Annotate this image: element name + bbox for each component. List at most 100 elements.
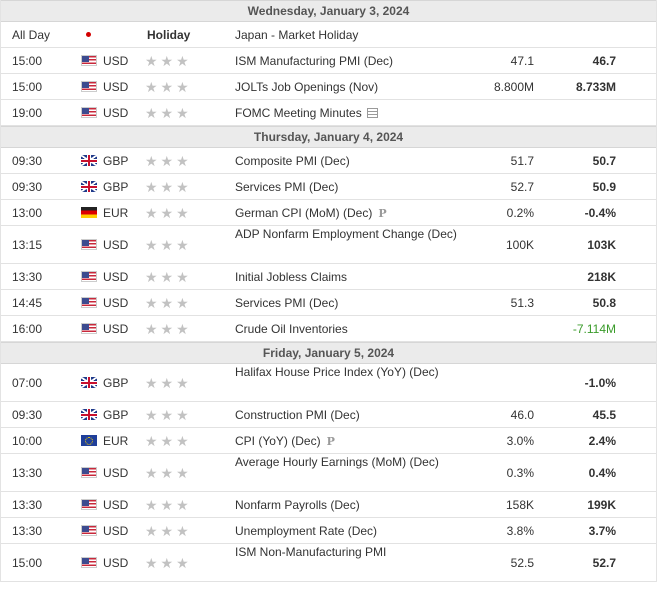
event-name[interactable]: ADP Nonfarm Employment Change (Dec)	[235, 225, 475, 244]
eu-flag-icon	[81, 435, 97, 446]
event-time: 15:00	[12, 53, 43, 68]
event-row[interactable]: 07:00 GBP ★★★ Halifax House Price Index (Yo…	[1, 364, 656, 402]
importance-stars-icon: ★★★	[145, 294, 192, 311]
event-name[interactable]: Average Hourly Earnings (MoM) (Dec)	[235, 453, 475, 472]
event-name[interactable]: Nonfarm Payrolls (Dec)	[235, 496, 475, 515]
event-name[interactable]: German CPI (MoM) (Dec) P	[235, 204, 475, 223]
actual-value: 51.7	[510, 153, 534, 168]
event-row[interactable]: 19:00 USD ★★★ FOMC Meeting Minutes	[1, 100, 656, 126]
importance-stars-icon: ★★★	[145, 52, 192, 69]
event-time: All Day	[12, 27, 51, 42]
event-name[interactable]: ISM Non-Manufacturing PMI	[235, 543, 475, 562]
actual-value: 0.2%	[506, 205, 534, 220]
event-row[interactable]: 15:00 USD ★★★ ISM Manufacturing PMI (Dec) 47…	[1, 48, 656, 74]
currency-code: USD	[103, 53, 129, 68]
importance-stars-icon: ★★★	[145, 374, 192, 391]
document-icon[interactable]	[366, 108, 378, 119]
event-name[interactable]: Unemployment Rate (Dec)	[235, 522, 475, 541]
event-time: 13:15	[12, 237, 43, 252]
event-time: 09:30	[12, 179, 43, 194]
us-flag-icon	[81, 323, 97, 334]
holiday-label: Holiday	[147, 27, 191, 42]
event-name-text: Average Hourly Earnings (MoM) (Dec)	[235, 455, 439, 469]
event-name[interactable]: Composite PMI (Dec)	[235, 152, 475, 171]
actual-value: 3.0%	[506, 433, 534, 448]
event-row[interactable]: 13:30 USD ★★★ Unemployment Rate (Dec) 3.8% 3.…	[1, 518, 656, 544]
event-row[interactable]: 13:15 USD ★★★ ADP Nonfarm Employment Change…	[1, 226, 656, 264]
us-flag-icon	[81, 467, 97, 478]
event-name-text: Initial Jobless Claims	[235, 269, 348, 284]
us-flag-icon	[81, 239, 97, 250]
event-row[interactable]: 15:00 USD ★★★ ISM Non-Manufacturing PMI 52.5…	[1, 544, 656, 582]
importance-stars-icon: ★★★	[145, 554, 192, 571]
event-row[interactable]: 10:00 EUR ★★★ CPI (YoY) (Dec) P 3.0% 2.4%	[1, 428, 656, 454]
jp-flag-icon	[81, 29, 97, 40]
currency-code: USD	[103, 523, 129, 538]
currency-code: GBP	[103, 375, 129, 390]
currency-code: GBP	[103, 179, 129, 194]
importance-stars-icon: ★★★	[145, 464, 192, 481]
day-header: Friday, January 5, 2024	[1, 342, 656, 364]
event-row[interactable]: All Day Holiday Japan - Market Holiday	[1, 22, 656, 48]
event-name-text: Composite PMI (Dec)	[235, 153, 350, 168]
event-name[interactable]: ISM Manufacturing PMI (Dec)	[235, 52, 475, 71]
actual-value: 0.3%	[506, 465, 534, 480]
us-flag-icon	[81, 55, 97, 66]
currency-code: USD	[103, 497, 129, 512]
event-name[interactable]: Halifax House Price Index (YoY) (Dec)	[235, 363, 475, 382]
actual-value: 3.8%	[506, 523, 534, 538]
event-name-text: Halifax House Price Index (YoY) (Dec)	[235, 365, 439, 379]
importance-stars-icon: ★★★	[145, 178, 192, 195]
event-name-text: Crude Oil Inventories	[235, 321, 348, 336]
currency-code: USD	[103, 79, 129, 94]
actual-value: 47.1	[510, 53, 534, 68]
gb-flag-icon	[81, 155, 97, 166]
currency-code: USD	[103, 237, 129, 252]
event-name[interactable]: JOLTs Job Openings (Nov)	[235, 78, 475, 97]
event-name-text: German CPI (MoM) (Dec)	[235, 205, 373, 220]
currency-code: EUR	[103, 433, 129, 448]
us-flag-icon	[81, 499, 97, 510]
event-row[interactable]: 09:30 GBP ★★★ Composite PMI (Dec) 51.7 50.7	[1, 148, 656, 174]
event-time: 19:00	[12, 105, 43, 120]
event-name-text: Unemployment Rate (Dec)	[235, 523, 378, 538]
event-name[interactable]: Initial Jobless Claims	[235, 268, 475, 287]
event-name[interactable]: CPI (YoY) (Dec) P	[235, 432, 475, 451]
event-name-text: ADP Nonfarm Employment Change (Dec)	[235, 227, 457, 241]
us-flag-icon	[81, 525, 97, 536]
event-name-text: Services PMI (Dec)	[235, 295, 339, 310]
event-name[interactable]: Japan - Market Holiday	[235, 26, 475, 45]
gb-flag-icon	[81, 377, 97, 388]
forecast-value: 0.4%	[588, 465, 616, 480]
event-name-text: Nonfarm Payrolls (Dec)	[235, 497, 360, 512]
event-row[interactable]: 16:00 USD ★★★ Crude Oil Inventories -7.114M	[1, 316, 656, 342]
event-row[interactable]: 09:30 GBP ★★★ Services PMI (Dec) 52.7 50.9	[1, 174, 656, 200]
event-row[interactable]: 13:00 EUR ★★★ German CPI (MoM) (Dec) P 0.2% -0…	[1, 200, 656, 226]
us-flag-icon	[81, 557, 97, 568]
event-time: 15:00	[12, 555, 43, 570]
event-name[interactable]: Crude Oil Inventories	[235, 320, 475, 339]
event-name[interactable]: FOMC Meeting Minutes	[235, 104, 475, 123]
day-header: Wednesday, January 3, 2024	[1, 0, 656, 22]
event-row[interactable]: 14:45 USD ★★★ Services PMI (Dec) 51.3 50.8	[1, 290, 656, 316]
event-row[interactable]: 13:30 USD ★★★ Nonfarm Payrolls (Dec) 158K 199…	[1, 492, 656, 518]
importance-stars-icon: ★★★	[145, 496, 192, 513]
event-row[interactable]: 13:30 USD ★★★ Initial Jobless Claims 218K	[1, 264, 656, 290]
event-name-text: Japan - Market Holiday	[235, 27, 359, 42]
currency-code: GBP	[103, 407, 129, 422]
event-time: 15:00	[12, 79, 43, 94]
forecast-value: 45.5	[592, 407, 616, 422]
preliminary-icon: P	[326, 434, 335, 448]
gb-flag-icon	[81, 181, 97, 192]
event-row[interactable]: 13:30 USD ★★★ Average Hourly Earnings (MoM)…	[1, 454, 656, 492]
forecast-value: 50.7	[592, 153, 616, 168]
event-row[interactable]: 09:30 GBP ★★★ Construction PMI (Dec) 46.0 45.…	[1, 402, 656, 428]
event-time: 13:30	[12, 523, 43, 538]
event-name[interactable]: Services PMI (Dec)	[235, 294, 475, 313]
us-flag-icon	[81, 107, 97, 118]
currency-code: USD	[103, 295, 129, 310]
event-name-text: ISM Non-Manufacturing PMI	[235, 545, 387, 559]
event-row[interactable]: 15:00 USD ★★★ JOLTs Job Openings (Nov) 8.800…	[1, 74, 656, 100]
event-name[interactable]: Construction PMI (Dec)	[235, 406, 475, 425]
event-name[interactable]: Services PMI (Dec)	[235, 178, 475, 197]
